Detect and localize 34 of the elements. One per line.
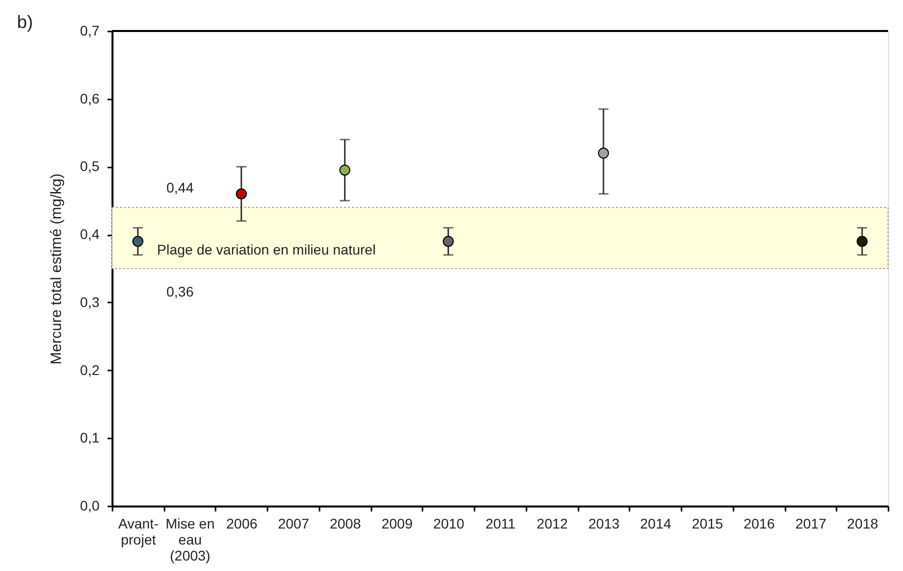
y-tick-label: 0,2 [80,362,100,378]
point [132,236,144,247]
point [236,188,247,200]
x-tick-label: 2009 [381,516,413,532]
y-tick-label: 0,0 [80,498,100,514]
x-tick-label: 2008 [330,516,362,532]
point [339,164,350,176]
x-tick-label: 2007 [278,516,310,532]
x-tick-label: 2015 [692,516,724,532]
y-tick-label: 0,7 [80,22,100,38]
x-tick-label: 2013 [588,516,620,532]
x-tick-label: 2014 [640,516,672,532]
x-tick-label: 2018 [847,516,878,532]
annotation: 0,44 [166,179,194,196]
x-tick-label: Avant-projet [118,516,159,548]
y-tick-label: 0,6 [80,90,100,106]
x-tick-label: 2011 [485,516,516,532]
y-tick-label: 0,5 [80,158,100,174]
x-tick-label: 2016 [744,516,775,532]
chart-title: b) [17,12,34,32]
y-axis-title: Mercure total estimé (mg/kg) [48,174,66,364]
y-tick-label: 0,3 [80,294,100,310]
annotation: 0,36 [166,284,194,300]
y-tick-label: 0,4 [80,226,100,242]
band-label: Plage de variation en milieu naturel [157,242,376,258]
point [598,148,609,159]
x-tick-label: 2010 [433,516,465,532]
y-tick-label: 0,1 [80,430,100,446]
point [442,236,454,247]
x-tick-label: 2017 [795,516,827,532]
x-tick-label: Mise en eau (2003) [166,516,215,564]
x-tick-label: 2006 [226,516,258,532]
point [856,236,868,247]
x-tick-label: 2012 [536,516,568,532]
